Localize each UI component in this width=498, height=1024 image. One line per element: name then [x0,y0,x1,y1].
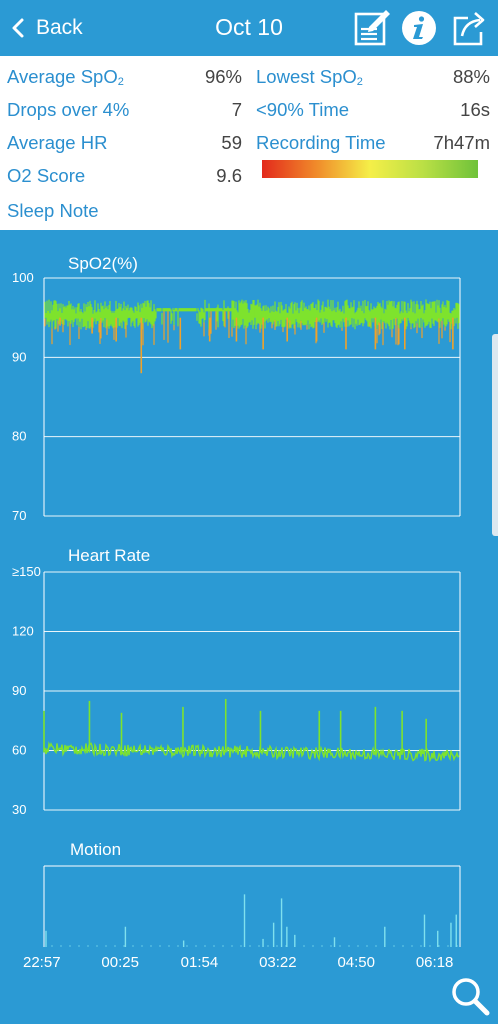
heart-rate-chart-title: Heart Rate [68,546,151,565]
summary-row-2: Drops over 4% 7 <90% Time 16s [0,99,498,132]
heart-rate-chart: ≥150 120 90 60 30 [12,564,461,817]
share-button[interactable] [450,8,490,48]
y-tick-label: 30 [12,802,26,817]
note-edit-icon [354,10,390,46]
sleep-note-button[interactable]: Sleep Note [7,200,99,221]
y-tick-label: 90 [12,683,26,698]
x-tick-label: 22:57 [23,954,61,971]
heart-rate-trace [44,741,460,763]
magnifier-icon [452,978,490,1016]
top-bar: Back Oct 10 [0,0,498,56]
scroll-handle[interactable] [492,334,498,536]
average-hr-label: Average HR [7,132,108,153]
below90-time-label: <90% Time [256,99,350,120]
summary-row-4: O2 Score 9.6 [0,165,498,198]
summary-row-3: Average HR 59 Recording Time 7h47m [0,132,498,165]
below90-time-value: 16s [460,99,490,120]
recording-time-label: Recording Time [256,132,386,153]
chevron-left-icon [12,18,24,38]
motion-chart-title: Motion [70,840,122,859]
zoom-button[interactable] [448,974,492,1018]
back-label: Back [36,16,83,39]
y-tick-label: 90 [12,349,26,364]
average-spo2-value: 96% [204,66,242,87]
x-tick-label: 00:25 [101,954,139,971]
average-spo2-label: Average SpO2 [7,66,124,88]
summary-row-1: Average SpO2 96% Lowest SpO2 88% [0,66,498,99]
average-hr-value: 59 [221,132,242,153]
summary-panel: Average SpO2 96% Lowest SpO2 88% Drops o… [0,56,498,230]
lowest-spo2-value: 88% [452,66,490,87]
y-tick-label: 70 [12,508,26,523]
spo2-chart-title: SpO2(%) [68,254,138,273]
x-tick-label: 01:54 [180,954,219,971]
drops-label: Drops over 4% [7,99,130,120]
y-tick-label: 100 [12,270,34,285]
x-tick-label: 03:22 [259,954,297,971]
o2-score-gradient-bar [262,160,478,178]
info-icon [402,11,436,45]
y-tick-label: 60 [12,743,26,758]
spo2-chart: 100 90 80 70 [12,270,461,523]
recording-time-value: 7h47m [433,132,490,153]
note-edit-button[interactable] [352,8,392,48]
o2-score-value: 9.6 [216,165,242,186]
back-button[interactable]: Back [10,10,83,46]
motion-chart [43,865,461,947]
share-icon [453,12,485,46]
y-tick-label: 120 [12,624,34,639]
x-tick-label: 06:18 [415,954,454,971]
info-button[interactable] [399,8,439,48]
o2-score-label: O2 Score [7,165,86,186]
x-tick-label: 04:50 [337,954,375,971]
y-tick-label: 80 [12,429,26,444]
lowest-spo2-label: Lowest SpO2 [256,66,363,88]
drops-value: 7 [231,99,242,120]
y-tick-label: ≥150 [12,564,41,579]
